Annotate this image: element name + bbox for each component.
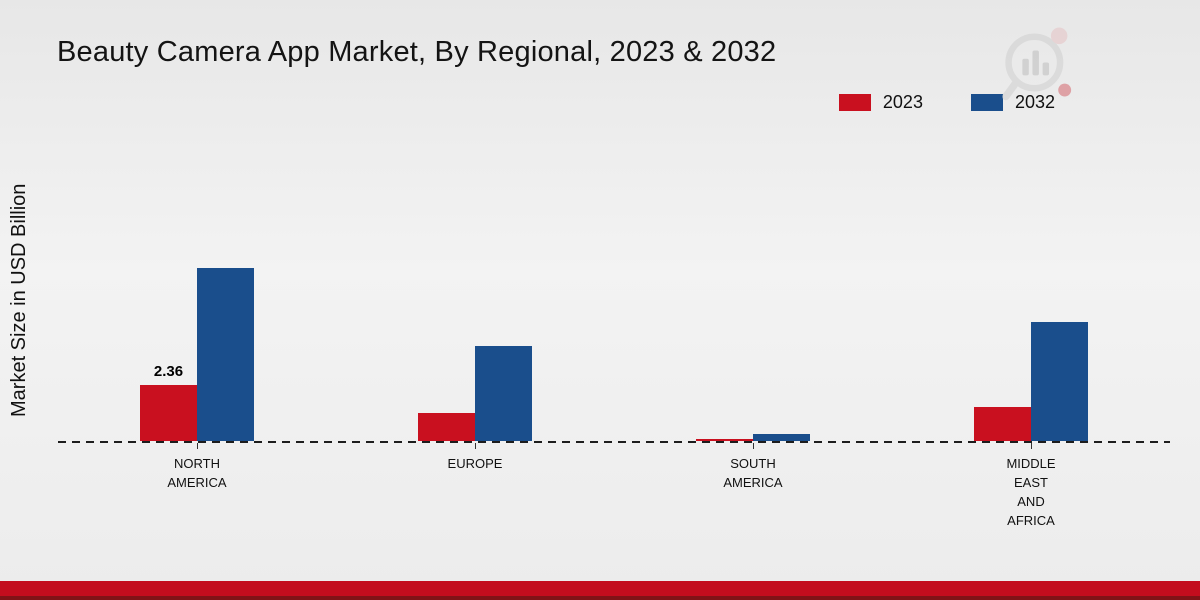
chart-title: Beauty Camera App Market, By Regional, 2… [57,36,777,68]
bar-2032-middle-east-and-africa [1031,322,1088,441]
legend-swatch [838,94,871,111]
bar-group-south-america [614,251,892,441]
x-axis-line [58,441,1170,443]
bar-2023-europe [418,412,475,441]
bar-value-label: 2.36 [153,362,184,380]
bar-2032-north-america [197,267,254,441]
legend-swatch [970,94,1003,111]
bar-group-middle-east-and-africa [892,251,1170,441]
axis-tick [197,443,198,449]
category-label-south-america: SOUTH AMERICA [614,443,892,530]
bar-2023-south-america [696,439,753,441]
bar-2023-middle-east-and-africa [974,406,1031,441]
y-axis-label: Market Size in USD Billion [8,183,30,417]
plot-area: 2.36 [58,251,1170,441]
bar-chart: 2.36 NORTH AMERICA EUROPE SOUTH AMERICA MIDDL… [58,251,1170,530]
bar-2032-south-america [753,433,810,441]
bar-group-north-america: 2.36 [58,251,336,441]
legend-label: 2032 [1014,92,1055,112]
legend-label: 2023 [882,92,923,112]
bar-2032-europe [475,346,532,441]
brand-logo-icon [992,22,1084,119]
axis-tick [475,443,476,449]
footer-red-bar [0,581,1200,596]
bar-2023-north-america: 2.36 [140,363,197,441]
category-label-europe: EUROPE [336,443,614,530]
legend-item-2032: 2032 [970,92,1055,113]
axis-tick [1031,443,1032,449]
legend: 2023 2032 [838,92,1055,113]
category-axis: NORTH AMERICA EUROPE SOUTH AMERICA MIDDLE EAST… [58,443,1170,530]
axis-tick [753,443,754,449]
category-label-middle-east-and-africa: MIDDLE EAST AND AFRICA [892,443,1170,530]
footer-dark-bar [0,596,1200,600]
legend-item-2023: 2023 [838,92,923,113]
bar-group-europe [336,251,614,441]
category-label-north-america: NORTH AMERICA [58,443,336,530]
